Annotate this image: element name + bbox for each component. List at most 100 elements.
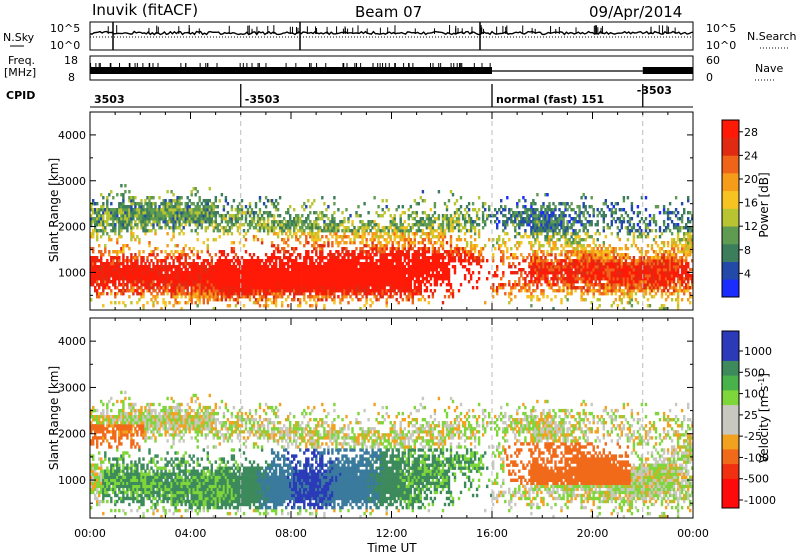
power-cell	[311, 202, 313, 205]
power-cell	[458, 217, 460, 220]
power-cell	[136, 259, 138, 262]
power-cell	[386, 301, 388, 304]
power-cell	[140, 202, 142, 205]
power-cell	[327, 244, 329, 247]
power-cell	[564, 214, 566, 217]
power-cell	[199, 292, 201, 295]
power-cell	[197, 262, 199, 265]
power-cell	[297, 223, 299, 226]
power-cell	[259, 208, 261, 211]
cpid-segment-label: -3503	[245, 93, 280, 106]
power-cell	[207, 301, 209, 304]
power-cell	[402, 250, 404, 253]
power-cell	[486, 217, 488, 220]
power-cell	[386, 205, 388, 208]
power-cell	[321, 214, 323, 217]
power-cell	[166, 232, 168, 235]
power-cell	[540, 262, 542, 265]
power-cell	[518, 262, 520, 265]
power-cell	[398, 241, 400, 244]
power-cell	[566, 289, 568, 292]
power-cell	[213, 208, 215, 211]
power-cell	[484, 244, 486, 247]
power-cell	[110, 190, 112, 193]
power-cell	[454, 214, 456, 217]
power-cell	[199, 214, 201, 217]
power-cell	[434, 211, 436, 214]
power-cell	[106, 292, 108, 295]
power-cell	[442, 253, 444, 256]
power-cell	[142, 250, 144, 253]
power-cell	[203, 241, 205, 244]
power-cell	[460, 253, 462, 256]
power-cell	[486, 277, 488, 280]
power-cell	[180, 292, 182, 295]
power-cell	[178, 265, 180, 268]
power-cell	[560, 250, 562, 253]
power-cell	[379, 253, 381, 256]
power-cell	[92, 283, 94, 286]
power-cell	[446, 214, 448, 217]
power-cell	[359, 268, 361, 271]
power-cell	[532, 274, 534, 277]
power-cell	[343, 220, 345, 223]
power-cell	[122, 280, 124, 283]
power-cell	[355, 247, 357, 250]
power-cell	[223, 253, 225, 256]
power-cell	[353, 250, 355, 253]
power-cell	[229, 298, 231, 301]
power-cell	[239, 208, 241, 211]
power-cell	[130, 220, 132, 223]
power-cell	[464, 238, 466, 241]
power-cell	[253, 217, 255, 220]
power-cell	[390, 238, 392, 241]
power-cell	[514, 280, 516, 283]
power-cell	[295, 247, 297, 250]
power-cell	[458, 289, 460, 292]
power-cell	[540, 289, 542, 292]
power-cell	[345, 295, 347, 298]
power-cell	[118, 208, 120, 211]
power-cell	[386, 304, 388, 307]
power-cell	[434, 289, 436, 292]
power-cell	[382, 199, 384, 202]
power-cell	[408, 250, 410, 253]
power-cell	[438, 250, 440, 253]
power-cell	[219, 268, 221, 271]
power-cell	[243, 304, 245, 307]
power-cell	[199, 220, 201, 223]
power-cell	[400, 220, 402, 223]
power-cell	[466, 211, 468, 214]
power-cell	[510, 298, 512, 301]
power-cell	[249, 205, 251, 208]
power-cell	[482, 226, 484, 229]
power-cell	[152, 304, 154, 307]
power-cell	[279, 262, 281, 265]
power-cell	[104, 229, 106, 232]
power-cell	[197, 250, 199, 253]
power-cell	[564, 259, 566, 262]
power-cell	[404, 259, 406, 262]
power-cell	[347, 217, 349, 220]
power-cell	[307, 199, 309, 202]
power-cell	[263, 202, 265, 205]
power-cell	[132, 286, 134, 289]
power-cell	[253, 214, 255, 217]
power-cell	[96, 256, 98, 259]
power-cell	[203, 298, 205, 301]
power-cell	[432, 223, 434, 226]
power-cell	[138, 211, 140, 214]
power-cell	[436, 241, 438, 244]
power-cell	[130, 229, 132, 232]
power-cell	[207, 259, 209, 262]
power-cell	[534, 241, 536, 244]
power-cell	[542, 289, 544, 292]
power-cell	[428, 271, 430, 274]
power-cell	[321, 268, 323, 271]
power-cell	[120, 229, 122, 232]
power-cell	[279, 268, 281, 271]
power-cell	[189, 223, 191, 226]
power-cell	[183, 232, 185, 235]
power-cell	[249, 214, 251, 217]
power-cell	[142, 205, 144, 208]
